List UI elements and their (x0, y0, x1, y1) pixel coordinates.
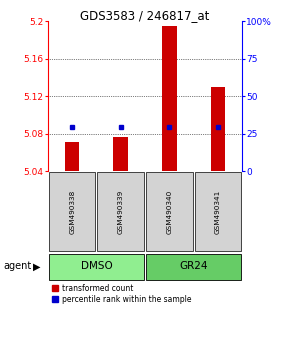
FancyBboxPatch shape (146, 172, 193, 251)
Text: GR24: GR24 (179, 262, 208, 272)
Text: GSM490339: GSM490339 (118, 189, 124, 234)
Bar (113, 137, 128, 171)
Text: GSM490338: GSM490338 (69, 189, 75, 234)
FancyBboxPatch shape (49, 254, 144, 280)
Text: GSM490340: GSM490340 (166, 189, 172, 234)
Text: ▶: ▶ (33, 262, 41, 272)
Text: GSM490341: GSM490341 (215, 189, 221, 234)
FancyBboxPatch shape (49, 172, 95, 251)
Bar (162, 26, 177, 171)
Bar (211, 87, 225, 171)
Text: agent: agent (3, 262, 31, 272)
FancyBboxPatch shape (195, 172, 241, 251)
Text: GDS3583 / 246817_at: GDS3583 / 246817_at (80, 9, 210, 22)
FancyBboxPatch shape (97, 172, 144, 251)
Bar (65, 142, 79, 171)
Legend: transformed count, percentile rank within the sample: transformed count, percentile rank withi… (52, 284, 191, 304)
FancyBboxPatch shape (146, 254, 241, 280)
Text: DMSO: DMSO (81, 262, 112, 272)
